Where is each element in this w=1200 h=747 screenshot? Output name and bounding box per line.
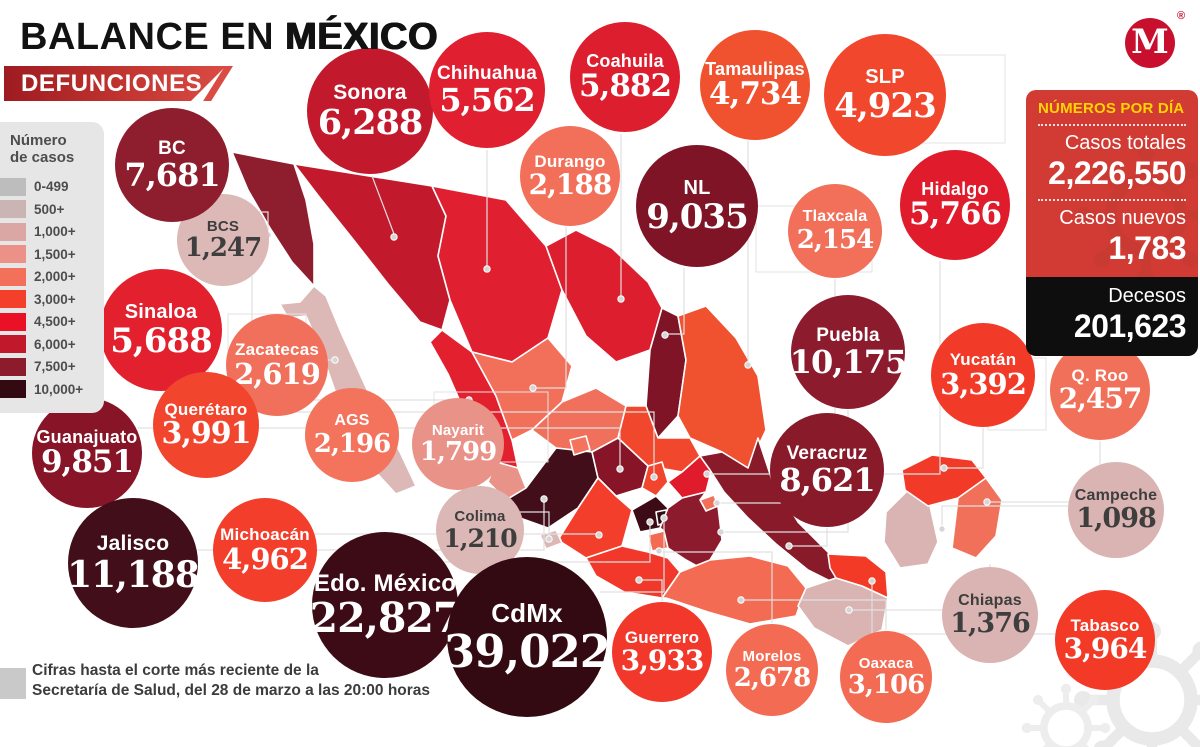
legend-label: 500+ — [34, 201, 65, 217]
legend-item: 1,000+ — [0, 221, 104, 244]
map-state-chihuahua — [431, 185, 563, 363]
legend-items: 0-499 500+ 1,000+ 1,500+ 2,000+ 3,000+ 4,500+ 6… — [0, 176, 104, 401]
legend-swatch — [0, 267, 26, 286]
legend-item: 1,500+ — [0, 243, 104, 266]
map-state-q-roo — [951, 477, 1003, 559]
legend-label: 7,500+ — [34, 359, 76, 375]
casos-totales-value: 2,226,550 — [1048, 155, 1186, 191]
dotted-divider — [1038, 124, 1186, 126]
legend-item: 500+ — [0, 198, 104, 221]
map-state-coahuila — [545, 229, 663, 363]
legend-item: 6,000+ — [0, 333, 104, 356]
legend-panel: Número de casos 0-499 500+ 1,000+ 1,500+ 2,0… — [0, 122, 104, 413]
legend-swatch — [0, 177, 26, 196]
map-state-ags — [569, 435, 591, 456]
legend-swatch — [0, 290, 26, 309]
defunciones-banner: DEFUNCIONES — [4, 66, 226, 101]
daily-numbers-red-section: NÚMEROS POR DÍA Casos totales 2,226,550 … — [1026, 90, 1198, 277]
page-title-bold: MÉXICO — [285, 16, 439, 58]
legend-label: 0-499 — [34, 179, 69, 195]
milenio-logo-letter: M — [1131, 21, 1169, 62]
legend-item: 10,000+ — [0, 378, 104, 401]
legend-title-line2: de casos — [10, 149, 75, 167]
casos-nuevos-value: 1,783 — [1108, 229, 1186, 266]
decesos-label: Decesos — [1108, 284, 1186, 307]
daily-numbers-panel: NÚMEROS POR DÍA Casos totales 2,226,550 … — [1026, 90, 1198, 357]
virus-watermark-gray — [1022, 622, 1200, 747]
legend-label: 3,000+ — [34, 291, 76, 307]
dotted-divider — [1038, 198, 1186, 201]
casos-nuevos-label: Casos nuevos — [1059, 206, 1186, 229]
legend-item: 3,000+ — [0, 288, 104, 311]
map-state-guerrero — [585, 545, 681, 599]
map-state-oaxaca — [661, 555, 807, 625]
source-note-line1: Cifras hasta el corte más reciente de la — [32, 662, 319, 679]
legend-label: 10,000+ — [34, 381, 84, 397]
legend-swatch — [0, 357, 26, 376]
page-title-regular: BALANCE EN — [20, 16, 275, 58]
casos-totales-label: Casos totales — [1064, 132, 1186, 154]
legend-label: 1,000+ — [34, 224, 76, 240]
footer-accent-bar — [0, 668, 26, 699]
legend-swatch — [0, 222, 26, 241]
legend-item: 7,500+ — [0, 356, 104, 379]
legend-swatch — [0, 380, 26, 399]
legend-item: 0-499 — [0, 176, 104, 199]
page-title: BALANCE EN MÉXICO — [20, 16, 438, 59]
legend-swatch — [0, 200, 26, 219]
decesos-section: Decesos 201,623 — [1026, 276, 1198, 357]
map-state-tabasco — [827, 553, 889, 599]
source-note: Cifras hasta el corte más reciente de la… — [32, 661, 430, 701]
legend-label: 4,500+ — [34, 314, 76, 330]
source-note-line2: Secretaría de Salud, del 28 de marzo a l… — [32, 682, 431, 700]
daily-numbers-title: NÚMEROS POR DÍA — [1038, 100, 1185, 117]
legend-swatch — [0, 335, 26, 354]
legend-swatch — [0, 312, 26, 331]
decesos-value: 201,623 — [1073, 307, 1187, 344]
legend-item: 4,500+ — [0, 311, 104, 334]
legend-title: Número de casos — [0, 132, 104, 167]
legend-label: 2,000+ — [34, 269, 76, 285]
registered-mark: ® — [1177, 10, 1186, 22]
legend-item: 2,000+ — [0, 266, 104, 289]
legend-swatch — [0, 245, 26, 264]
map-states — [231, 151, 1003, 647]
legend-label: 6,000+ — [34, 336, 76, 352]
defunciones-banner-label: DEFUNCIONES — [21, 69, 203, 97]
map-state-bcs — [279, 285, 417, 495]
legend-title-line1: Número — [10, 132, 67, 149]
milenio-logo: M — [1125, 18, 1175, 68]
legend-label: 1,500+ — [34, 246, 76, 262]
